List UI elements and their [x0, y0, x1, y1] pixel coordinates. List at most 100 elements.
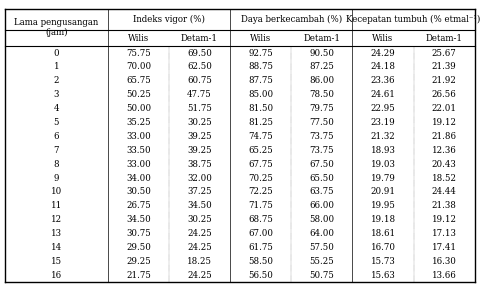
Text: 30.50: 30.50: [126, 187, 151, 196]
Text: 74.75: 74.75: [248, 132, 273, 141]
Text: 8: 8: [53, 160, 59, 169]
Text: 61.75: 61.75: [248, 243, 273, 252]
Text: 24.18: 24.18: [370, 62, 396, 71]
Text: 21.75: 21.75: [126, 271, 151, 280]
Text: 26.56: 26.56: [432, 90, 456, 99]
Text: 60.75: 60.75: [187, 76, 212, 85]
Text: 0: 0: [53, 48, 59, 58]
Text: 29.25: 29.25: [126, 257, 151, 266]
Text: 32.00: 32.00: [187, 174, 212, 183]
Text: 15: 15: [51, 257, 62, 266]
Text: 16: 16: [51, 271, 62, 280]
Text: 92.75: 92.75: [248, 48, 273, 58]
Text: 67.75: 67.75: [248, 160, 273, 169]
Text: 86.00: 86.00: [309, 76, 334, 85]
Text: 15.63: 15.63: [370, 271, 395, 280]
Text: 15.73: 15.73: [370, 257, 395, 266]
Text: 12: 12: [51, 215, 62, 224]
Text: 30.25: 30.25: [187, 215, 212, 224]
Text: 70.00: 70.00: [126, 62, 151, 71]
Text: 18.52: 18.52: [432, 174, 456, 183]
Text: 13: 13: [51, 229, 62, 238]
Text: 64.00: 64.00: [309, 229, 334, 238]
Text: 14: 14: [51, 243, 62, 252]
Text: 81.50: 81.50: [248, 104, 273, 113]
Text: 30.75: 30.75: [126, 229, 151, 238]
Text: 24.29: 24.29: [370, 48, 395, 58]
Text: 85.00: 85.00: [248, 90, 273, 99]
Text: 21.32: 21.32: [370, 132, 395, 141]
Text: Detam-1: Detam-1: [426, 34, 462, 43]
Text: 73.75: 73.75: [310, 146, 334, 155]
Text: 67.00: 67.00: [248, 229, 273, 238]
Text: 1: 1: [53, 62, 59, 71]
Text: 13.66: 13.66: [432, 271, 456, 280]
Text: Daya berkecambah (%): Daya berkecambah (%): [241, 15, 342, 24]
Text: 50.00: 50.00: [126, 104, 151, 113]
Text: 51.75: 51.75: [187, 104, 212, 113]
Text: 81.25: 81.25: [248, 118, 273, 127]
Text: 7: 7: [53, 146, 59, 155]
Text: 12.36: 12.36: [432, 146, 456, 155]
Text: 63.75: 63.75: [310, 187, 334, 196]
Text: 30.25: 30.25: [187, 118, 212, 127]
Text: 73.75: 73.75: [310, 132, 334, 141]
Text: 5: 5: [53, 118, 59, 127]
Text: 77.50: 77.50: [309, 118, 334, 127]
Text: 38.75: 38.75: [187, 160, 212, 169]
Text: Wilis: Wilis: [128, 34, 149, 43]
Text: 4: 4: [53, 104, 59, 113]
Text: 35.25: 35.25: [126, 118, 151, 127]
Text: 50.75: 50.75: [309, 271, 334, 280]
Text: Wilis: Wilis: [250, 34, 271, 43]
Text: 18.61: 18.61: [370, 229, 396, 238]
Text: 9: 9: [53, 174, 59, 183]
Text: 22.01: 22.01: [432, 104, 456, 113]
Text: 34.50: 34.50: [126, 215, 151, 224]
Text: 58.50: 58.50: [248, 257, 273, 266]
Text: 6: 6: [53, 132, 59, 141]
Text: 62.50: 62.50: [187, 62, 212, 71]
Text: 65.25: 65.25: [248, 146, 273, 155]
Text: 18.25: 18.25: [187, 257, 212, 266]
Text: 21.86: 21.86: [432, 132, 456, 141]
Text: 39.25: 39.25: [187, 132, 212, 141]
Text: 25.67: 25.67: [432, 48, 456, 58]
Text: Wilis: Wilis: [372, 34, 394, 43]
Text: 19.18: 19.18: [370, 215, 396, 224]
Text: 24.25: 24.25: [187, 243, 212, 252]
Text: 11: 11: [51, 201, 62, 210]
Text: Kecepatan tumbuh (% etmal⁻¹): Kecepatan tumbuh (% etmal⁻¹): [346, 15, 481, 24]
Text: 23.36: 23.36: [370, 76, 395, 85]
Text: 10: 10: [51, 187, 62, 196]
Text: 68.75: 68.75: [248, 215, 273, 224]
Text: 20.43: 20.43: [432, 160, 456, 169]
Text: 24.25: 24.25: [187, 271, 212, 280]
Text: 66.00: 66.00: [309, 201, 334, 210]
Text: 20.91: 20.91: [370, 187, 396, 196]
Text: 22.95: 22.95: [370, 104, 395, 113]
Text: 34.50: 34.50: [187, 201, 212, 210]
Text: 65.75: 65.75: [126, 76, 151, 85]
Text: 55.25: 55.25: [309, 257, 334, 266]
Text: 33.50: 33.50: [126, 146, 151, 155]
Text: 88.75: 88.75: [248, 62, 273, 71]
Text: Detam-1: Detam-1: [303, 34, 340, 43]
Text: 23.19: 23.19: [370, 118, 395, 127]
Text: 75.75: 75.75: [126, 48, 151, 58]
Text: 87.25: 87.25: [309, 62, 334, 71]
Text: 33.00: 33.00: [126, 160, 151, 169]
Text: 79.75: 79.75: [309, 104, 334, 113]
Text: 16.70: 16.70: [370, 243, 396, 252]
Text: Detam-1: Detam-1: [181, 34, 218, 43]
Text: 2: 2: [53, 76, 59, 85]
Text: 17.13: 17.13: [432, 229, 456, 238]
Text: 47.75: 47.75: [187, 90, 212, 99]
Text: 17.41: 17.41: [432, 243, 456, 252]
Text: 33.00: 33.00: [126, 132, 151, 141]
Text: 87.75: 87.75: [248, 76, 273, 85]
Text: 24.61: 24.61: [370, 90, 395, 99]
Text: 90.50: 90.50: [309, 48, 334, 58]
Text: 39.25: 39.25: [187, 146, 212, 155]
Text: 21.92: 21.92: [432, 76, 456, 85]
